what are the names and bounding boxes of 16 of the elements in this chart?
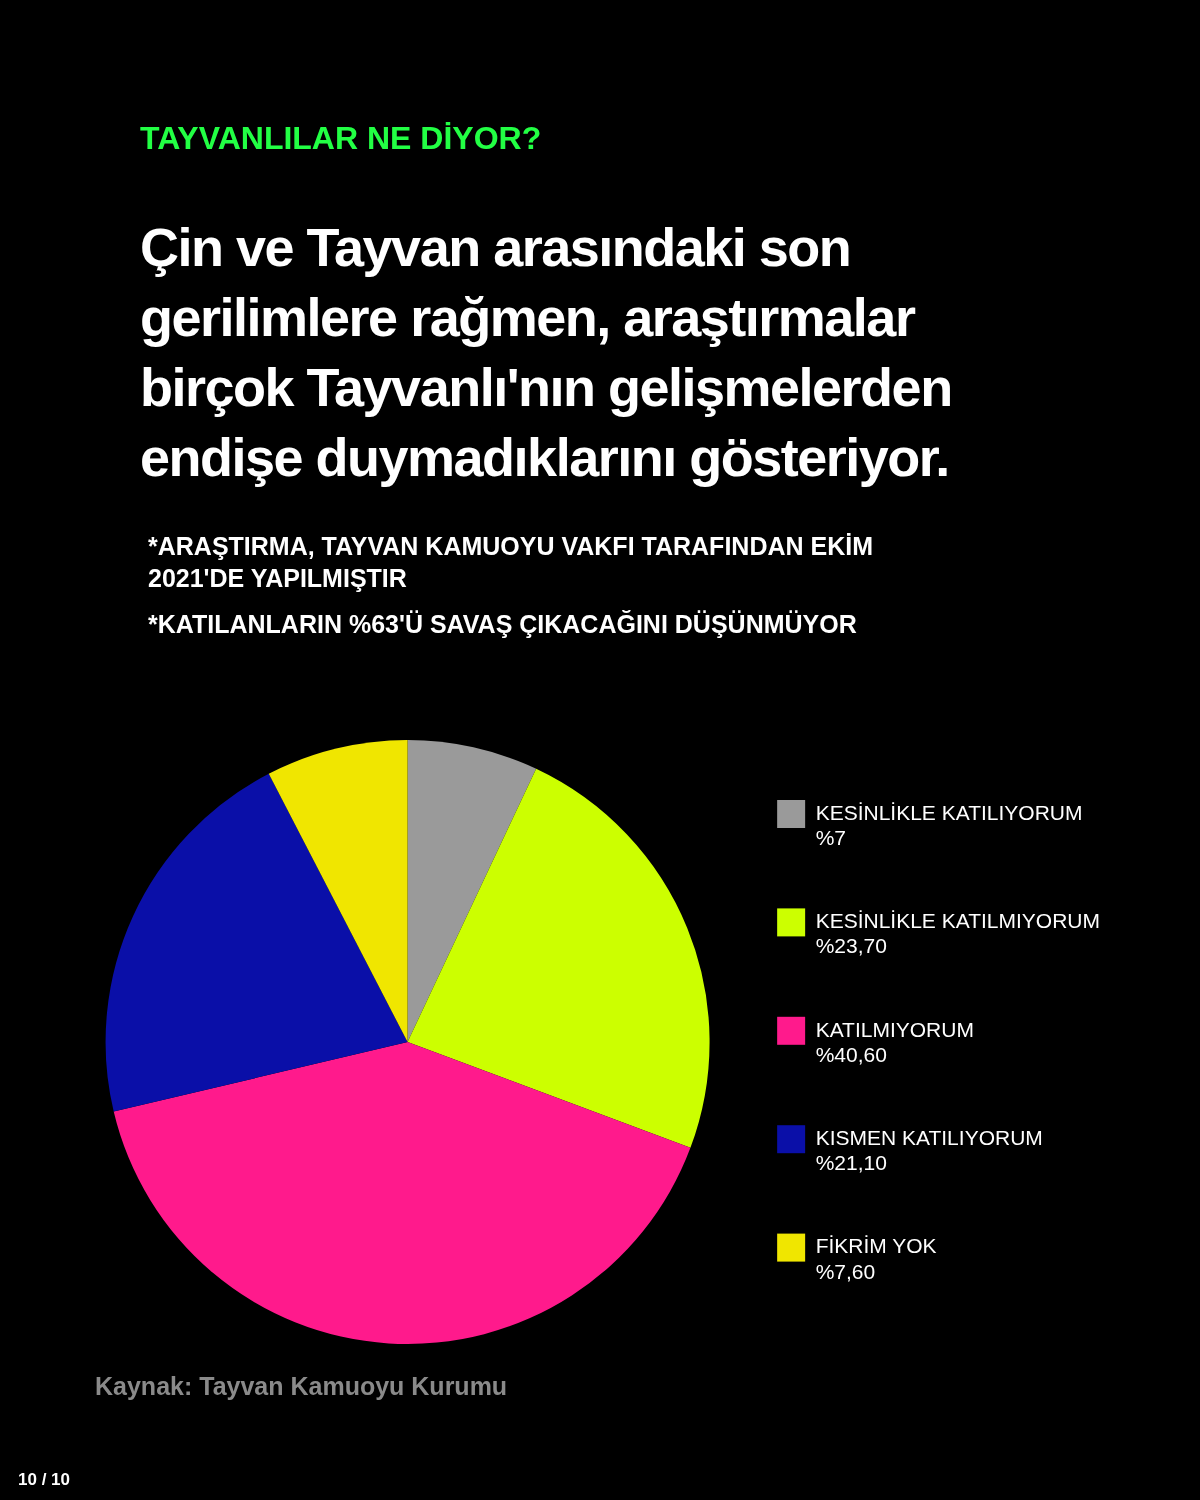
data-label: %40,60: [815, 1042, 887, 1066]
legend-label: KATILMIYORUM: [815, 1017, 974, 1041]
chart-title: Çin ve Tayvan arasındaki son gerilimlere rağmen, araştırmalar birçok Tayvanlı'nın gelişmelerden endişe duymadıklarını gösteriyor.: [140, 216, 953, 489]
text: Kaynak: Tayvan Kamuoyu Kurumu: [95, 1372, 508, 1401]
data-label: %21,10: [815, 1151, 887, 1175]
legend-label: KESİNLİKLE KATILIYORUM: [815, 800, 1083, 824]
legend-label: FİKRİM YOK: [815, 1234, 937, 1258]
text: *KATILANLARIN %63'Ü SAVAŞ ÇIKACAĞINI DÜŞÜNMÜYOR: [148, 609, 858, 640]
legend-label: KISMEN KATILIYORUM: [815, 1126, 1043, 1149]
chart-subtitle: TAYVANLILAR NE DİYOR?: [140, 120, 542, 157]
legend-label: KESİNLİKLE KATILMIYORUM: [815, 909, 1101, 933]
text: 10 / 10: [18, 1470, 70, 1490]
data-label: %7,60: [815, 1259, 876, 1283]
text: *ARAŞTIRMA, TAYVAN KAMUOYU VAKFI TARAFINDAN EKİM 2021'DE YAPILMIŞTIR: [148, 531, 874, 594]
data-label: %23,70: [815, 934, 887, 958]
data-label: %7: [815, 826, 847, 849]
